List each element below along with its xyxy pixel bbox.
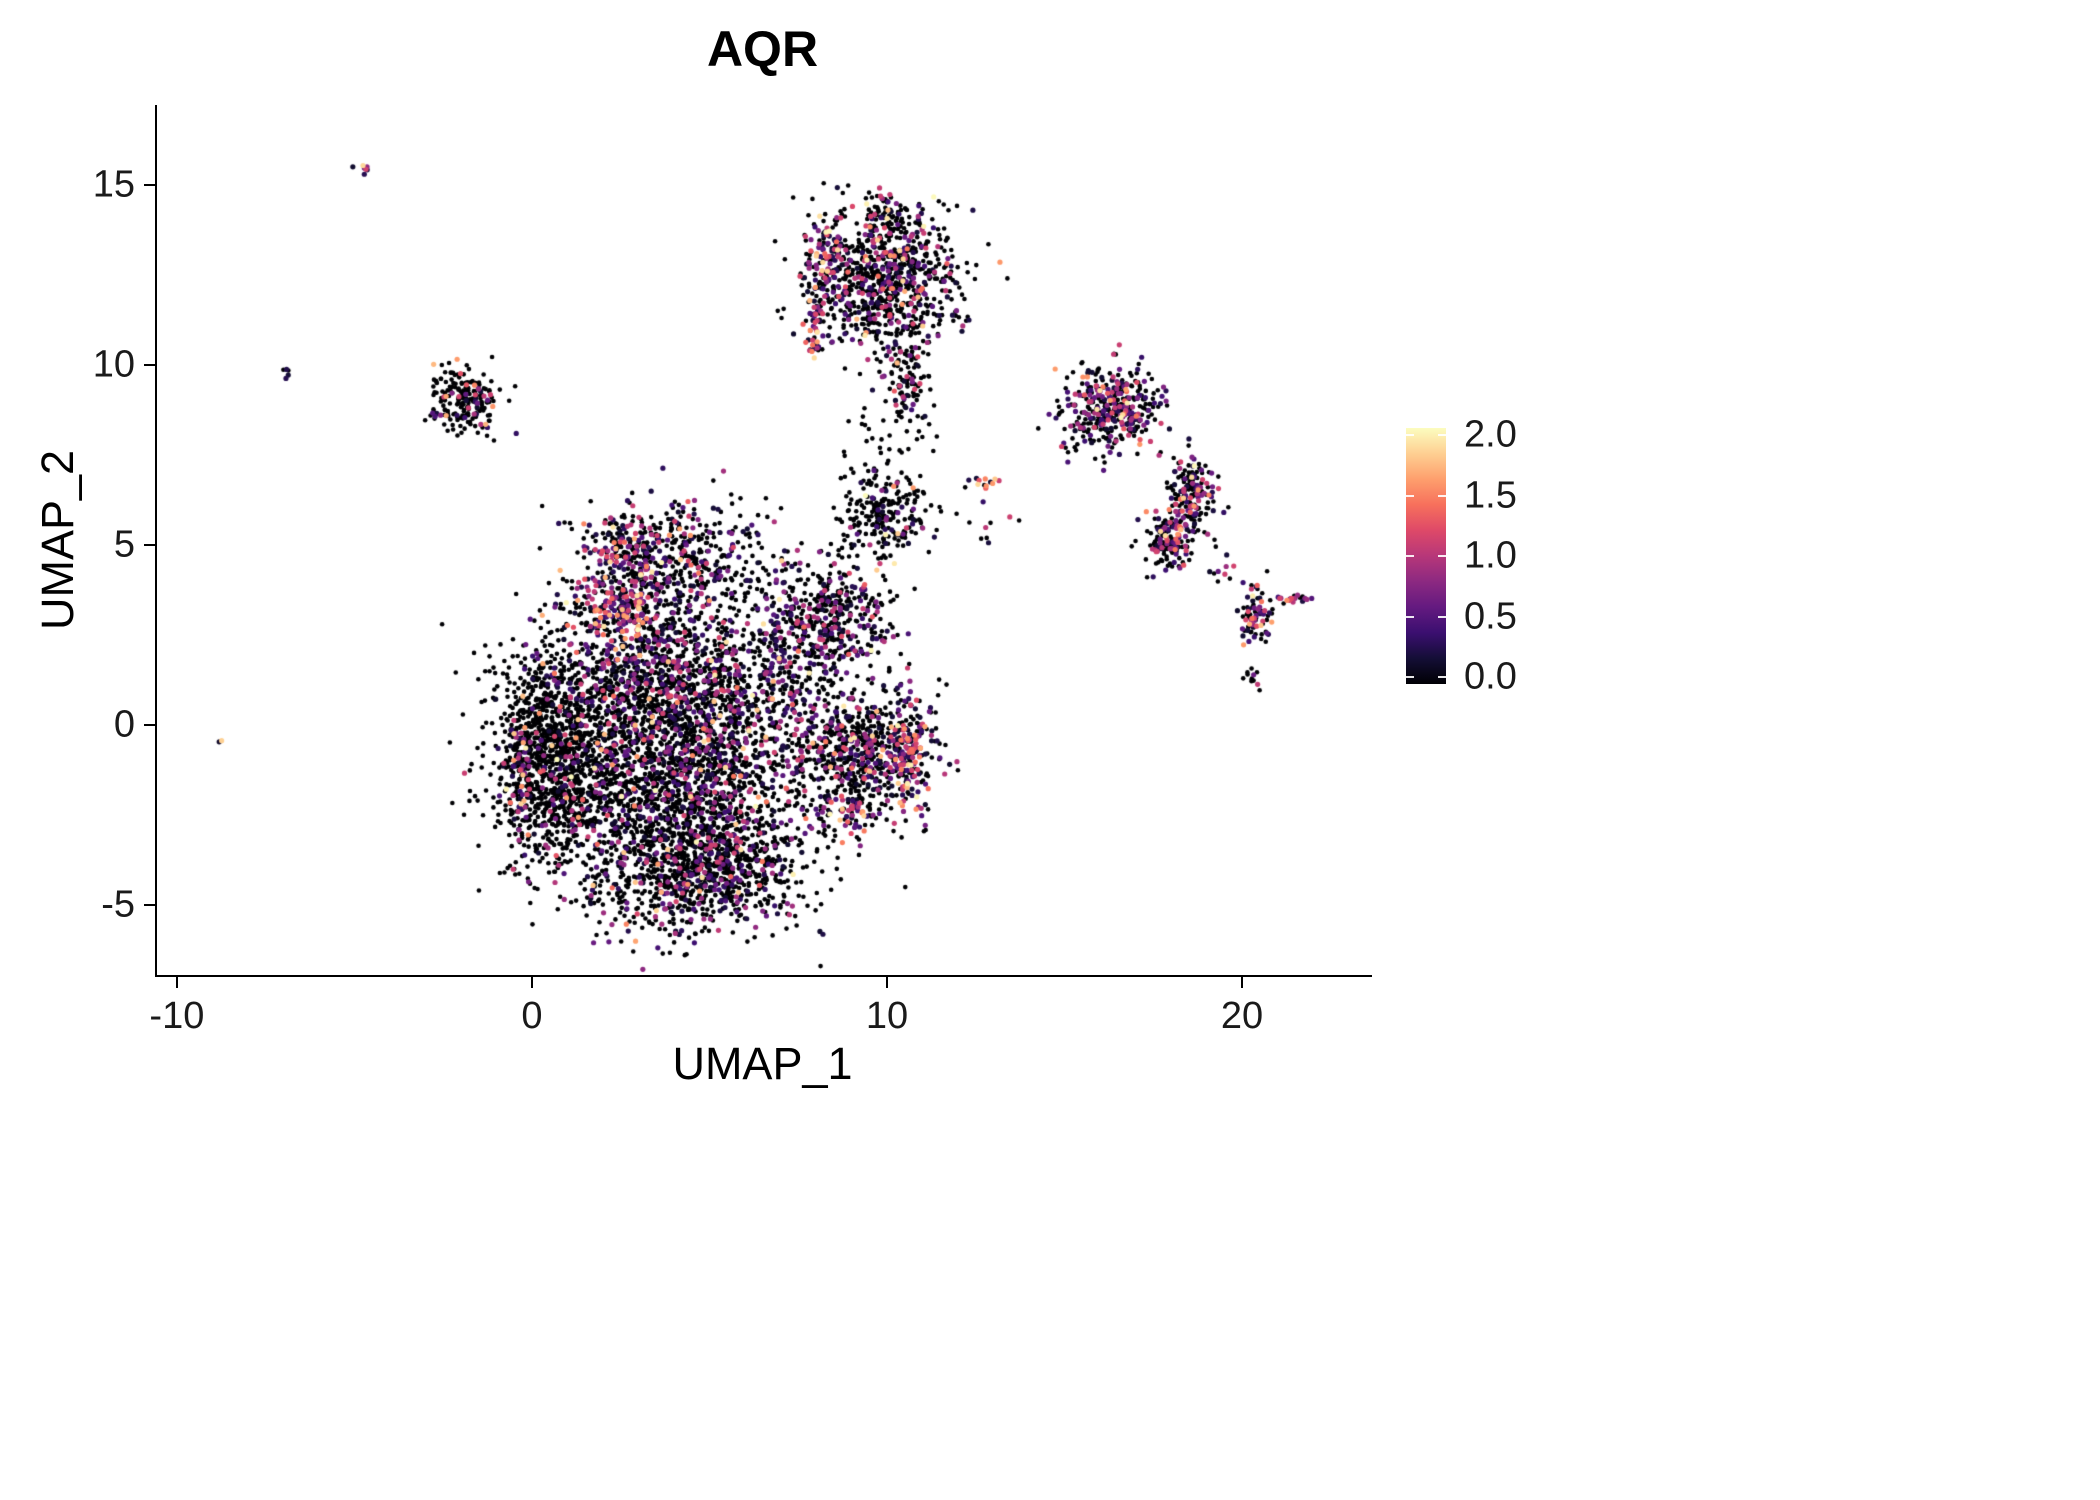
colorbar-tick-label: 1.0 xyxy=(1464,534,1517,577)
y-tick-label: 0 xyxy=(113,703,135,746)
colorbar-tick xyxy=(1406,494,1414,497)
y-tick-label: -5 xyxy=(101,883,135,926)
colorbar-tick xyxy=(1406,434,1414,436)
colorbar-tick xyxy=(1406,615,1414,618)
colorbar-legend: 2.0 1.5 1.0 0.5 0.0 xyxy=(1406,414,1517,698)
y-tick-mark xyxy=(144,544,155,547)
x-tick-label: 20 xyxy=(1220,995,1264,1037)
x-tick-mark xyxy=(1241,977,1244,988)
y-tick-mark xyxy=(144,904,155,907)
y-tick-mark xyxy=(144,363,155,366)
colorbar-tick-label: 0.5 xyxy=(1464,595,1517,637)
plot-title: AQR xyxy=(706,21,819,77)
x-tick-label: 10 xyxy=(865,995,909,1037)
colorbar-tick xyxy=(1406,555,1414,557)
x-tick-mark xyxy=(175,977,178,988)
colorbar-tick xyxy=(1438,676,1446,678)
y-tick-label: 5 xyxy=(113,523,135,566)
y-tick-label: 15 xyxy=(92,163,135,206)
x-tick-label: -10 xyxy=(149,995,205,1037)
colorbar-tick xyxy=(1438,615,1446,618)
y-axis-title: UMAP_2 xyxy=(32,449,83,631)
y-tick-mark xyxy=(144,183,155,186)
scatter-canvas xyxy=(157,105,1372,975)
colorbar-tick xyxy=(1438,434,1446,436)
y-tick-mark xyxy=(144,724,155,727)
colorbar-tick xyxy=(1438,555,1446,557)
x-tick-label: 0 xyxy=(521,995,543,1037)
y-tick-label: 10 xyxy=(92,343,135,386)
x-tick-mark xyxy=(530,977,533,988)
x-tick-mark xyxy=(885,977,888,988)
colorbar-tick xyxy=(1406,676,1414,678)
colorbar-tick xyxy=(1438,494,1446,497)
colorbar-tick-label: 0.0 xyxy=(1464,655,1517,698)
x-axis-title: UMAP_1 xyxy=(672,1038,853,1089)
colorbar-tick-label: 1.5 xyxy=(1464,474,1517,516)
colorbar-tick-label: 2.0 xyxy=(1464,413,1517,456)
plot-panel: -10 0 10 20 15 10 5 0 -5 xyxy=(93,105,1372,1037)
colorbar-gradient: 2.0 1.5 1.0 0.5 0.0 xyxy=(1406,414,1517,698)
